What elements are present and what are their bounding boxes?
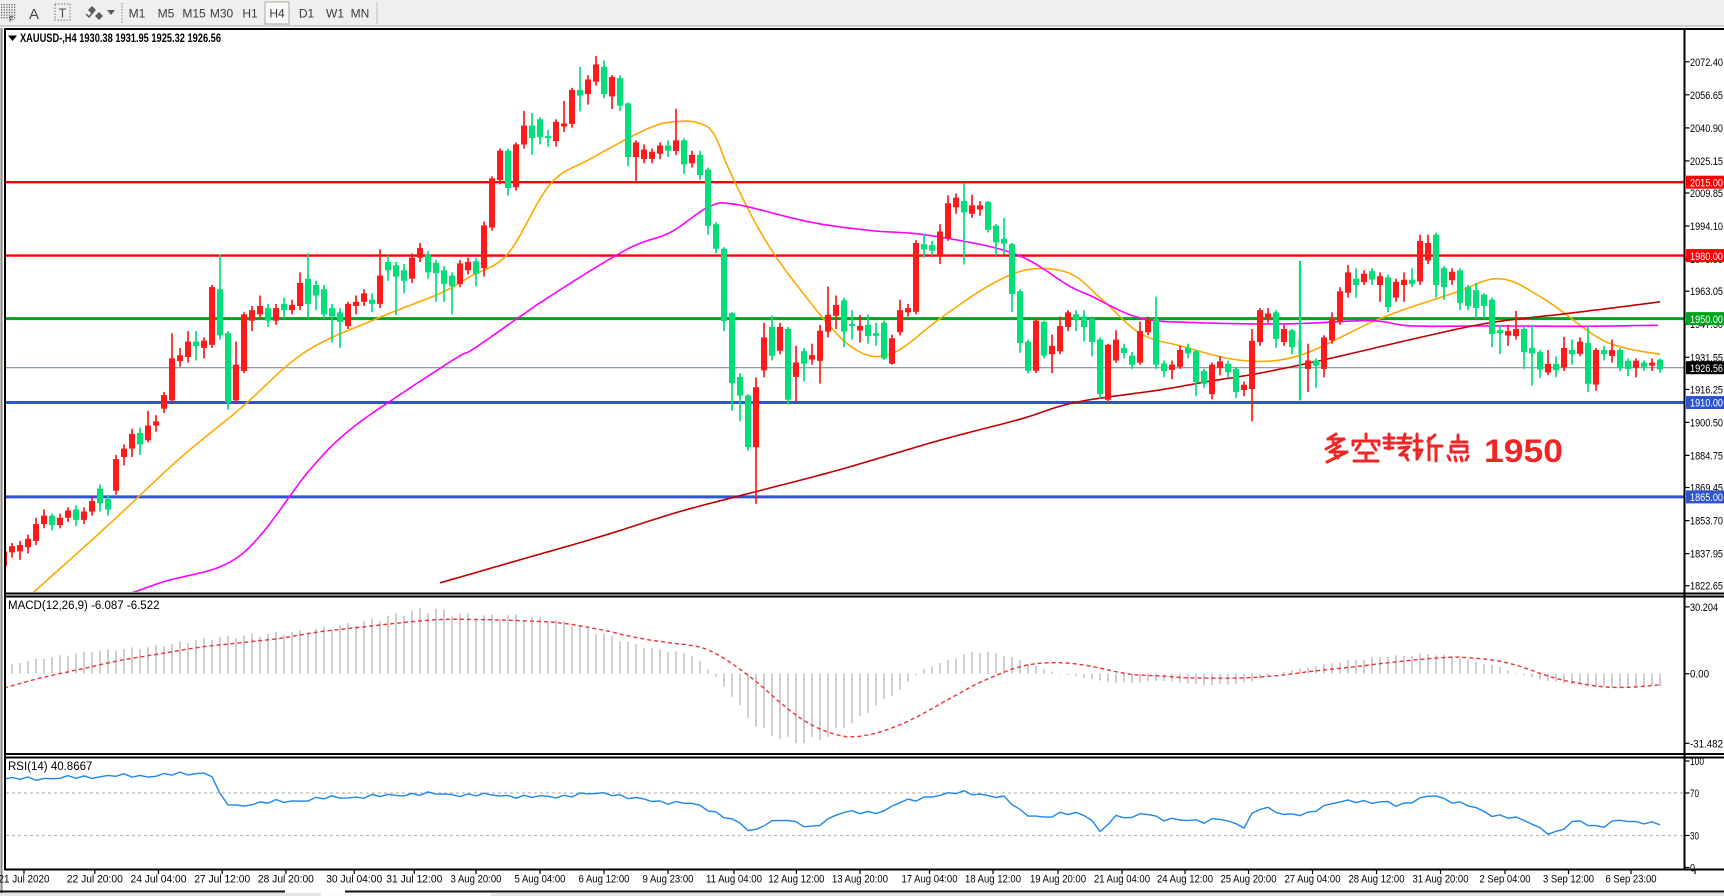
svg-text:1865.00: 1865.00 bbox=[1690, 492, 1723, 504]
svg-text:XAUUSD-,H4 1930.38 1931.95 19: XAUUSD-,H4 1930.38 1931.95 1925.32 1926.… bbox=[20, 31, 221, 45]
svg-text:30.204: 30.204 bbox=[1690, 602, 1718, 614]
svg-text:21 Jul 2020: 21 Jul 2020 bbox=[0, 874, 50, 886]
svg-text:27 Jul 12:00: 27 Jul 12:00 bbox=[194, 874, 250, 886]
svg-text:-31.482: -31.482 bbox=[1690, 738, 1723, 750]
svg-text:24 Aug 12:00: 24 Aug 12:00 bbox=[1157, 874, 1213, 886]
svg-text:0: 0 bbox=[1690, 863, 1695, 875]
svg-text:100: 100 bbox=[1690, 756, 1704, 768]
svg-text:3 Aug 20:00: 3 Aug 20:00 bbox=[451, 874, 502, 886]
svg-text:1926.56: 1926.56 bbox=[1690, 363, 1723, 375]
svg-text:12 Aug 12:00: 12 Aug 12:00 bbox=[768, 874, 824, 886]
svg-text:1822.65: 1822.65 bbox=[1690, 581, 1723, 593]
svg-text:21 Aug 04:00: 21 Aug 04:00 bbox=[1094, 874, 1150, 886]
svg-text:1884.75: 1884.75 bbox=[1690, 450, 1723, 462]
svg-text:D1: D1 bbox=[299, 7, 315, 21]
svg-text:1910.00: 1910.00 bbox=[1690, 398, 1723, 410]
svg-text:M1: M1 bbox=[129, 7, 146, 21]
svg-text:0.00: 0.00 bbox=[1690, 669, 1709, 681]
svg-text:2040.90: 2040.90 bbox=[1690, 123, 1723, 135]
svg-text:1900.50: 1900.50 bbox=[1690, 417, 1723, 429]
svg-text:13 Aug 20:00: 13 Aug 20:00 bbox=[832, 874, 888, 886]
svg-text:T: T bbox=[59, 6, 67, 21]
svg-text:31 Aug 20:00: 31 Aug 20:00 bbox=[1413, 874, 1469, 886]
svg-text:28 Jul 20:00: 28 Jul 20:00 bbox=[258, 874, 314, 886]
svg-text:1837.95: 1837.95 bbox=[1690, 549, 1723, 561]
svg-text:M30: M30 bbox=[210, 7, 234, 21]
svg-text:22 Jul 20:00: 22 Jul 20:00 bbox=[67, 874, 123, 886]
svg-text:19 Aug 20:00: 19 Aug 20:00 bbox=[1030, 874, 1086, 886]
svg-text:3 Sep 12:00: 3 Sep 12:00 bbox=[1543, 874, 1594, 886]
svg-text:1963.05: 1963.05 bbox=[1690, 286, 1723, 298]
svg-text:M5: M5 bbox=[158, 7, 175, 21]
svg-text:1950.00: 1950.00 bbox=[1690, 314, 1723, 326]
svg-text:M15: M15 bbox=[182, 7, 206, 21]
svg-text:1916.25: 1916.25 bbox=[1690, 384, 1723, 396]
svg-text:28 Aug 12:00: 28 Aug 12:00 bbox=[1349, 874, 1405, 886]
svg-text:1853.70: 1853.70 bbox=[1690, 516, 1723, 528]
svg-text:27 Aug 04:00: 27 Aug 04:00 bbox=[1285, 874, 1341, 886]
svg-text:F: F bbox=[9, 15, 14, 24]
svg-text:24 Jul 04:00: 24 Jul 04:00 bbox=[131, 874, 187, 886]
svg-text:6 Aug 12:00: 6 Aug 12:00 bbox=[579, 874, 630, 886]
svg-text:70: 70 bbox=[1690, 788, 1699, 800]
svg-text:A: A bbox=[29, 6, 39, 23]
svg-text:30: 30 bbox=[1690, 831, 1699, 843]
svg-text:2 Sep 04:00: 2 Sep 04:00 bbox=[1480, 874, 1531, 886]
svg-text:2015.00: 2015.00 bbox=[1690, 177, 1723, 189]
svg-text:MN: MN bbox=[351, 7, 370, 21]
svg-text:6 Sep 23:00: 6 Sep 23:00 bbox=[1606, 874, 1657, 886]
svg-text:18 Aug 12:00: 18 Aug 12:00 bbox=[965, 874, 1021, 886]
svg-text:2056.65: 2056.65 bbox=[1690, 90, 1723, 102]
svg-text:1980.00: 1980.00 bbox=[1690, 251, 1723, 263]
svg-text:1994.10: 1994.10 bbox=[1690, 221, 1723, 233]
svg-text:RSI(14) 40.8667: RSI(14) 40.8667 bbox=[8, 761, 92, 773]
svg-text:MACD(12,26,9) -6.087 -6.522: MACD(12,26,9) -6.087 -6.522 bbox=[8, 600, 160, 612]
svg-text:H4: H4 bbox=[269, 7, 285, 21]
svg-text:31 Jul 12:00: 31 Jul 12:00 bbox=[386, 874, 442, 886]
svg-text:9 Aug 23:00: 9 Aug 23:00 bbox=[643, 874, 694, 886]
svg-text:2072.40: 2072.40 bbox=[1690, 57, 1723, 69]
svg-text:2009.85: 2009.85 bbox=[1690, 188, 1723, 200]
svg-text:2025.15: 2025.15 bbox=[1690, 156, 1723, 168]
svg-text:25 Aug 20:00: 25 Aug 20:00 bbox=[1221, 874, 1277, 886]
svg-text:17 Aug 04:00: 17 Aug 04:00 bbox=[902, 874, 958, 886]
svg-text:5 Aug 04:00: 5 Aug 04:00 bbox=[515, 874, 566, 886]
svg-text:1950: 1950 bbox=[1484, 433, 1563, 469]
svg-text:W1: W1 bbox=[326, 7, 344, 21]
svg-text:30 Jul 04:00: 30 Jul 04:00 bbox=[326, 874, 382, 886]
svg-text:11 Aug 04:00: 11 Aug 04:00 bbox=[706, 874, 762, 886]
svg-text:H1: H1 bbox=[242, 7, 258, 21]
